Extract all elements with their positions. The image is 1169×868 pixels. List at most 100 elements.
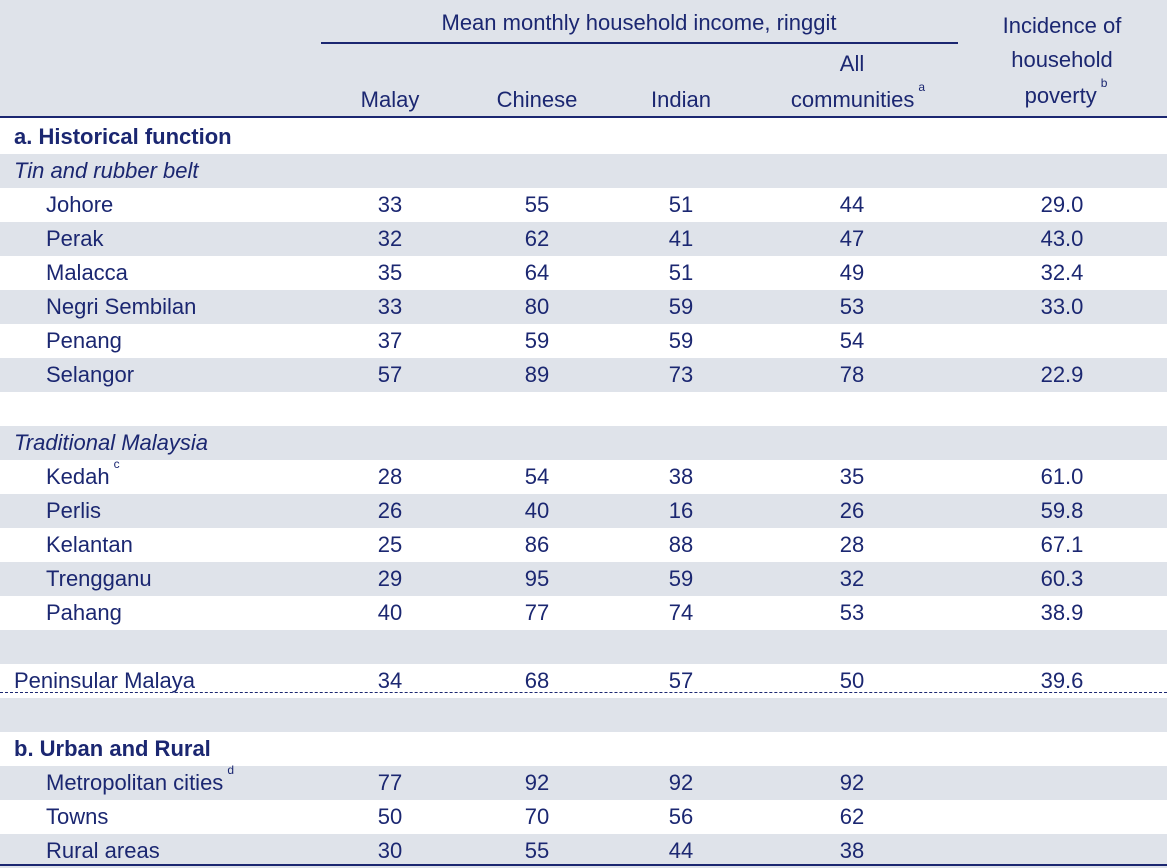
row-label-text: Johore	[46, 192, 114, 217]
table-cell: 77	[524, 600, 550, 625]
table-cell: 33	[377, 192, 403, 217]
table-cell: 55	[524, 838, 550, 863]
table-cell: 44	[668, 838, 694, 863]
table-bottom-rule	[0, 864, 1167, 866]
table-cell: 29	[377, 566, 403, 591]
total-dotted-rule	[0, 692, 1167, 693]
row-label-text: Peninsular Malaya	[14, 668, 195, 693]
row-label-text: Perak	[46, 226, 104, 251]
row-label-text: Tin and rubber belt	[14, 158, 199, 183]
section-heading: b. Urban and Rural	[14, 732, 211, 766]
table-cell: 28	[377, 464, 403, 489]
table-cell: 86	[524, 532, 550, 557]
table-row: Kedahc 28 54 38 35 61.0	[0, 458, 1167, 494]
table-cell: 60.3	[1040, 566, 1084, 591]
row-label-text: Towns	[46, 804, 109, 829]
row-label: Negri Sembilan	[46, 290, 196, 324]
table-cell: 16	[668, 498, 694, 523]
row-label-text: Pahang	[46, 600, 122, 625]
row-label: Kedahc	[46, 458, 120, 494]
table-cell: 62	[524, 226, 550, 251]
table-cell: 59.8	[1040, 498, 1084, 523]
table-cell: 40	[377, 600, 403, 625]
table-cell: 68	[524, 668, 550, 693]
table-cell: 30	[377, 838, 403, 863]
spacer-row	[0, 392, 1167, 426]
section-row: a. Historical function	[0, 120, 1167, 154]
col-header-poverty-line2: household	[1011, 47, 1113, 72]
table-row: Negri Sembilan 33 80 59 53 33.0	[0, 290, 1167, 324]
table-cell: 39.6	[1040, 668, 1084, 693]
table-cell: 38	[839, 838, 865, 863]
table-header	[0, 0, 1167, 116]
row-label: Kelantan	[46, 528, 133, 562]
row-label: Johore	[46, 188, 113, 222]
col-header-all-text: communities	[790, 87, 915, 112]
row-label-text: b. Urban and Rural	[14, 736, 211, 761]
table-cell: 70	[524, 804, 550, 829]
table-cell: 22.9	[1040, 362, 1084, 387]
table-cell: 35	[839, 464, 865, 489]
row-label-text: Traditional Malaysia	[14, 430, 209, 455]
table-cell: 51	[668, 192, 694, 217]
row-label: Perlis	[46, 494, 101, 528]
table-row: Malacca 35 64 51 49 32.4	[0, 256, 1167, 290]
table-cell: 59	[668, 328, 694, 353]
table-cell: 53	[839, 600, 865, 625]
table-cell: 29.0	[1040, 192, 1084, 217]
table-row: Perlis 26 40 16 26 59.8	[0, 494, 1167, 528]
table-cell: 44	[839, 192, 865, 217]
table-cell: 53	[839, 294, 865, 319]
footnote-b: b	[1100, 75, 1108, 90]
row-label: Perak	[46, 222, 103, 256]
row-label: Penang	[46, 324, 122, 358]
col-header-poverty-line3: povertyb	[1024, 77, 1108, 109]
table-cell: 32	[839, 566, 865, 591]
table-cell: 77	[377, 770, 403, 795]
table-cell: 92	[668, 770, 694, 795]
table-cell: 54	[839, 328, 865, 353]
table-cell: 41	[668, 226, 694, 251]
col-header-chinese: Chinese	[496, 87, 578, 112]
table-row: Rural areas 30 55 44 38	[0, 834, 1167, 868]
table-cell: 62	[839, 804, 865, 829]
footnote-a: a	[918, 79, 926, 94]
table-cell: 54	[524, 464, 550, 489]
table-cell: 74	[668, 600, 694, 625]
table-cell: 92	[524, 770, 550, 795]
row-label-text: Selangor	[46, 362, 135, 387]
row-label-text: Malacca	[46, 260, 128, 285]
income-group-title: Mean monthly household income, ringgit	[441, 10, 837, 35]
row-label-text: Negri Sembilan	[46, 294, 197, 319]
table-row: Peninsular Malaya 34 68 57 50 39.6	[0, 664, 1167, 698]
header-rule	[0, 116, 1167, 118]
table-cell: 57	[668, 668, 694, 693]
table-row: Kelantan 25 86 88 28 67.1	[0, 528, 1167, 562]
section-row: b. Urban and Rural	[0, 732, 1167, 766]
table-cell: 67.1	[1040, 532, 1084, 557]
table-row: Trengganu 29 95 59 32 60.3	[0, 562, 1167, 596]
table-cell: 50	[377, 804, 403, 829]
col-header-all-line1: All	[839, 51, 865, 76]
table-cell: 55	[524, 192, 550, 217]
table-row: Selangor 57 89 73 78 22.9	[0, 358, 1167, 392]
table-row: Johore 33 55 51 44 29.0	[0, 188, 1167, 222]
group-underline	[321, 42, 958, 44]
table-cell: 57	[377, 362, 403, 387]
col-header-all-line2: communitiesa	[790, 81, 925, 113]
table-cell: 92	[839, 770, 865, 795]
table-cell: 40	[524, 498, 550, 523]
table-cell: 28	[839, 532, 865, 557]
table-row: Towns 50 70 56 62	[0, 800, 1167, 834]
table-cell: 95	[524, 566, 550, 591]
section-heading: a. Historical function	[14, 120, 232, 154]
table-row: Penang 37 59 59 54	[0, 324, 1167, 358]
table-cell: 33	[377, 294, 403, 319]
table-cell: 59	[668, 294, 694, 319]
row-label-text: Kedah	[46, 464, 110, 489]
table-cell: 59	[668, 566, 694, 591]
table-cell: 26	[839, 498, 865, 523]
table-cell: 25	[377, 532, 403, 557]
table-row: Metropolitan citiesd 77 92 92 92	[0, 764, 1167, 800]
col-header-poverty-text: poverty	[1024, 83, 1097, 108]
